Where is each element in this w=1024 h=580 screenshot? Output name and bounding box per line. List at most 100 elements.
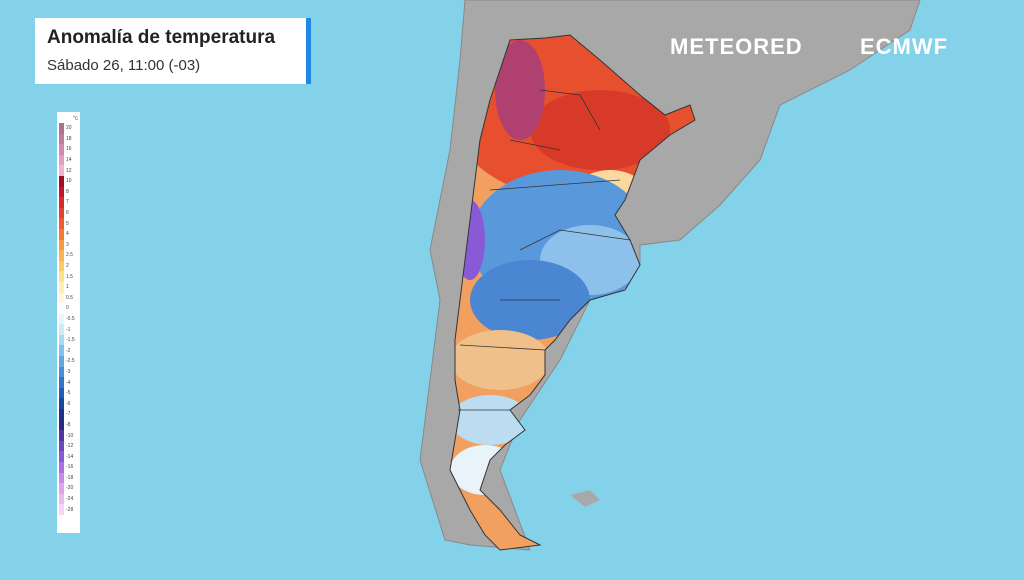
- legend-row: 1: [59, 281, 78, 293]
- legend-label: 14: [66, 157, 72, 164]
- legend-label: 12: [66, 167, 72, 174]
- legend-swatch: [59, 281, 64, 293]
- title: Anomalía de temperatura: [47, 27, 276, 48]
- legend-label: 18: [66, 135, 72, 142]
- legend-row: 4: [59, 228, 78, 240]
- legend-row: -16: [59, 462, 78, 473]
- legend-row: 0: [59, 303, 78, 314]
- legend-label: 0: [66, 305, 69, 312]
- legend-swatch: [59, 451, 64, 462]
- legend-swatch: [59, 462, 64, 473]
- legend-row: -8: [59, 419, 78, 431]
- legend-row: 7: [59, 197, 78, 208]
- province-borders: [458, 89, 631, 411]
- logo-meteored: METEORED: [670, 34, 803, 59]
- legend-row: 6: [59, 207, 78, 219]
- legend-label: 4: [66, 231, 69, 238]
- legend-row: -14: [59, 451, 78, 462]
- legend-label: 20: [66, 125, 72, 132]
- legend-row: -20: [59, 483, 78, 494]
- legend-row: 12: [59, 165, 78, 176]
- legend-swatch: [59, 123, 64, 134]
- legend-row: -1: [59, 324, 78, 335]
- legend-label: 0.5: [66, 294, 73, 301]
- legend-swatch: [59, 472, 64, 484]
- legend-label: 7: [66, 199, 69, 206]
- legend-label: 6: [66, 210, 69, 217]
- legend-row: -0.5: [59, 313, 78, 325]
- legend-label: -4: [66, 379, 71, 386]
- legend-label: 16: [66, 146, 72, 153]
- legend-label: -18: [66, 474, 74, 481]
- legend-row: 3: [59, 239, 78, 251]
- legend-label: 5: [66, 220, 69, 227]
- legend-row: 2: [59, 260, 78, 272]
- subtitle: Sábado 26, 11:00 (-03): [47, 57, 201, 74]
- legend-row: -28: [59, 504, 78, 515]
- legend-label: 3: [66, 241, 69, 248]
- legend-row: -2: [59, 345, 78, 357]
- legend-label: -10: [66, 432, 74, 439]
- legend-row: 14: [59, 154, 78, 166]
- legend-label: -16: [66, 464, 74, 471]
- country-border: [449, 34, 696, 551]
- legend-row: 1.5: [59, 271, 78, 282]
- legend-label: 1: [66, 284, 69, 291]
- legend-label: 8: [66, 188, 69, 195]
- legend-swatch: [59, 175, 64, 187]
- legend-swatch: [59, 419, 64, 431]
- title-box: Anomalía de temperatura Sábado 26, 11:00…: [35, 18, 311, 84]
- legend-swatch: [59, 345, 64, 357]
- legend-label: 1.5: [66, 273, 73, 280]
- legend-swatch: [59, 133, 64, 145]
- island: [570, 490, 600, 507]
- legend-label: -6: [66, 400, 71, 407]
- legend-swatch: [59, 260, 64, 272]
- legend-row: -12: [59, 440, 78, 452]
- legend-swatch: [59, 440, 64, 452]
- legend-label: -1: [66, 326, 71, 333]
- legend-row: 5: [59, 218, 78, 229]
- legend-row: -24: [59, 493, 78, 505]
- legend-swatch: [59, 409, 64, 420]
- legend-label: -20: [66, 485, 74, 492]
- legend-swatch: [59, 186, 64, 198]
- legend-row: -10: [59, 430, 78, 441]
- legend-swatch: [59, 303, 64, 314]
- legend-row: 16: [59, 144, 78, 155]
- legend-swatch: [59, 250, 64, 261]
- legend-swatch: [59, 313, 64, 325]
- legend-row: -18: [59, 472, 78, 484]
- legend-row: -5: [59, 387, 78, 399]
- legend-swatch: [59, 239, 64, 251]
- legend-row: 0.5: [59, 292, 78, 304]
- legend-label: -3: [66, 368, 71, 375]
- legend-swatch: [59, 207, 64, 219]
- legend-swatch: [59, 483, 64, 494]
- legend-row: 2.5: [59, 250, 78, 261]
- legend-label: -28: [66, 506, 74, 513]
- logo-ecmwf: ECMWF: [860, 34, 949, 59]
- legend-row: -2.5: [59, 356, 78, 367]
- legend-swatch: [59, 165, 64, 176]
- legend-row: -3: [59, 366, 78, 378]
- legend-row: -1.5: [59, 334, 78, 346]
- legend-swatch: [59, 292, 64, 304]
- legend-unit: °c: [72, 116, 78, 122]
- legend-label: -2.5: [66, 358, 75, 365]
- legend-label: -0.5: [66, 315, 75, 322]
- legend-swatch: [59, 197, 64, 208]
- legend-row: 10: [59, 175, 78, 187]
- legend-swatch: [59, 387, 64, 399]
- legend-swatch: [59, 154, 64, 166]
- legend-label: 2: [66, 263, 69, 270]
- legend-label: -2: [66, 347, 71, 354]
- legend-swatch: [59, 228, 64, 240]
- legend-label: -5: [66, 390, 71, 397]
- legend-swatch: [59, 366, 64, 378]
- legend-row: -4: [59, 377, 78, 388]
- legend-label: -1.5: [66, 337, 75, 344]
- legend-label: -12: [66, 443, 74, 450]
- legend-label: -14: [66, 453, 74, 460]
